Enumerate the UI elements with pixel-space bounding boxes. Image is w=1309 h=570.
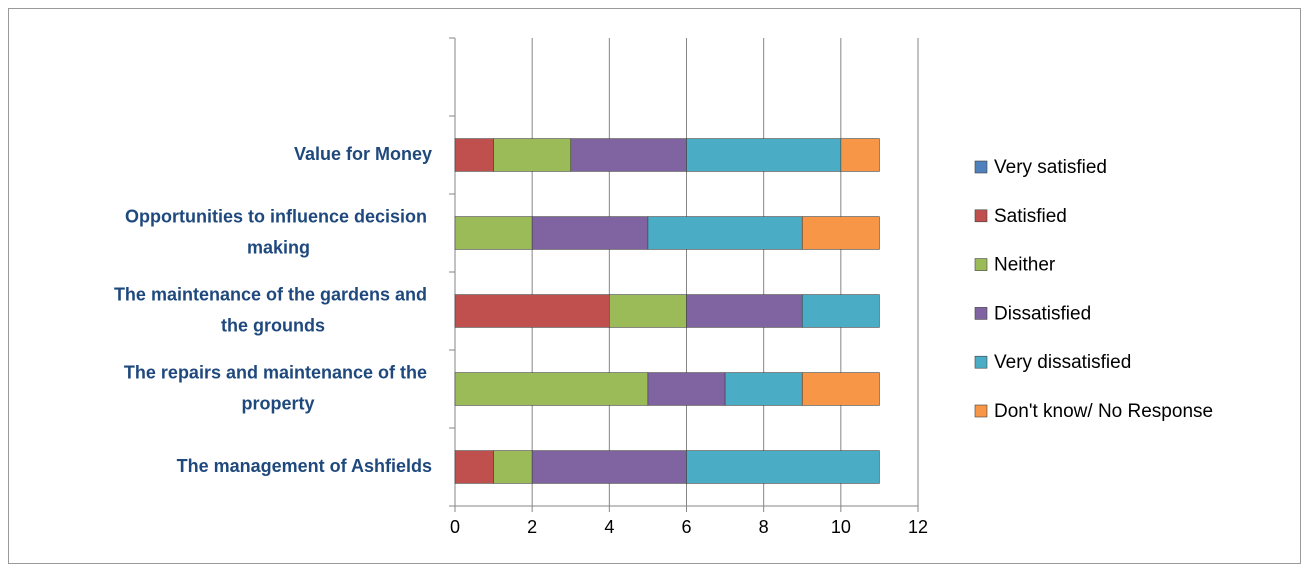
category-label: Value for Money — [294, 144, 432, 164]
legend-label: Neither — [994, 255, 1056, 276]
bar-segment — [801, 216, 880, 250]
x-tick-label: 2 — [527, 517, 537, 537]
x-tick-label: 0 — [450, 517, 460, 537]
x-tick-label: 6 — [681, 517, 691, 537]
bar-segment — [493, 138, 572, 172]
category-label: The repairs and maintenance of the prope… — [124, 362, 432, 413]
bar-segment — [724, 372, 803, 406]
bar-segment — [609, 294, 687, 328]
x-tick-label: 10 — [831, 517, 851, 537]
bar-segment — [647, 216, 803, 250]
bar-segment — [647, 372, 726, 406]
x-tick-label: 12 — [908, 517, 928, 537]
legend-swatch — [974, 404, 988, 418]
legend-swatch — [974, 258, 988, 271]
category-label: Opportunities to influence decision maki… — [125, 206, 432, 257]
x-tick-label: 4 — [604, 517, 614, 537]
legend-label: Don't know/ No Response — [994, 401, 1213, 422]
legend-swatch — [974, 355, 988, 369]
legend-label: Satisfied — [994, 206, 1067, 227]
bar-segment — [686, 138, 842, 172]
legend-label: Dissatisfied — [994, 303, 1091, 324]
bar-segment — [454, 294, 610, 328]
legend-label: Very dissatisfied — [994, 352, 1131, 373]
bar-segment — [454, 450, 494, 484]
category-label: The maintenance of the gardens and the g… — [114, 284, 432, 335]
bar-segment — [686, 294, 803, 328]
bar-segment — [454, 216, 533, 250]
legend-swatch — [974, 209, 988, 223]
bar-segment — [531, 216, 649, 250]
x-tick-label: 8 — [759, 517, 769, 537]
bar-segment — [454, 372, 649, 406]
bar-segment — [493, 450, 533, 484]
bar-segment — [454, 138, 494, 172]
bar-segment — [531, 450, 687, 484]
category-label: The management of Ashfields — [177, 456, 432, 476]
bar-segment — [801, 294, 880, 328]
legend-swatch — [974, 160, 988, 174]
bar-segment — [570, 138, 687, 172]
bar-segment — [801, 372, 880, 406]
legend-swatch — [974, 307, 988, 320]
legend-label: Very satisfied — [994, 157, 1107, 178]
bar-segment — [686, 450, 880, 484]
bar-segment — [840, 138, 880, 172]
